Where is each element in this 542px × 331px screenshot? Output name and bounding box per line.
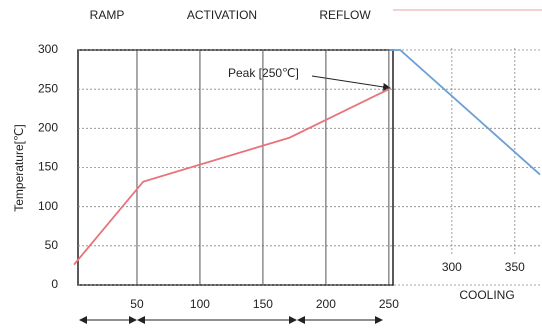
phase-label: ACTIVATION bbox=[187, 8, 257, 22]
phase-label: REFLOW bbox=[319, 8, 371, 22]
y-tick-label: 150 bbox=[38, 160, 58, 174]
y-tick-label: 300 bbox=[38, 42, 58, 56]
phase-label: COOLING bbox=[459, 288, 514, 302]
x-tick-label: 250 bbox=[379, 297, 399, 311]
x-tick-label: 350 bbox=[505, 260, 525, 274]
annotation-arrow bbox=[311, 75, 391, 91]
y-tick-label: 200 bbox=[38, 121, 58, 135]
phase-label: RAMP bbox=[90, 8, 125, 22]
x-tick-label: 200 bbox=[316, 297, 336, 311]
x-tick-label: 300 bbox=[442, 260, 462, 274]
annotation: Peak [250℃] bbox=[228, 66, 299, 80]
y-axis-label: Temperature[℃] bbox=[12, 124, 26, 212]
line bbox=[73, 88, 390, 266]
y-tick-label: 50 bbox=[45, 238, 59, 252]
y-tick-label: 250 bbox=[38, 81, 58, 95]
x-tick-label: 50 bbox=[130, 297, 144, 311]
y-tick-label: 100 bbox=[38, 199, 58, 213]
y-tick-label: 0 bbox=[51, 277, 58, 291]
x-tick-label: 100 bbox=[190, 297, 210, 311]
x-tick-label: 150 bbox=[253, 297, 273, 311]
line bbox=[388, 49, 541, 176]
